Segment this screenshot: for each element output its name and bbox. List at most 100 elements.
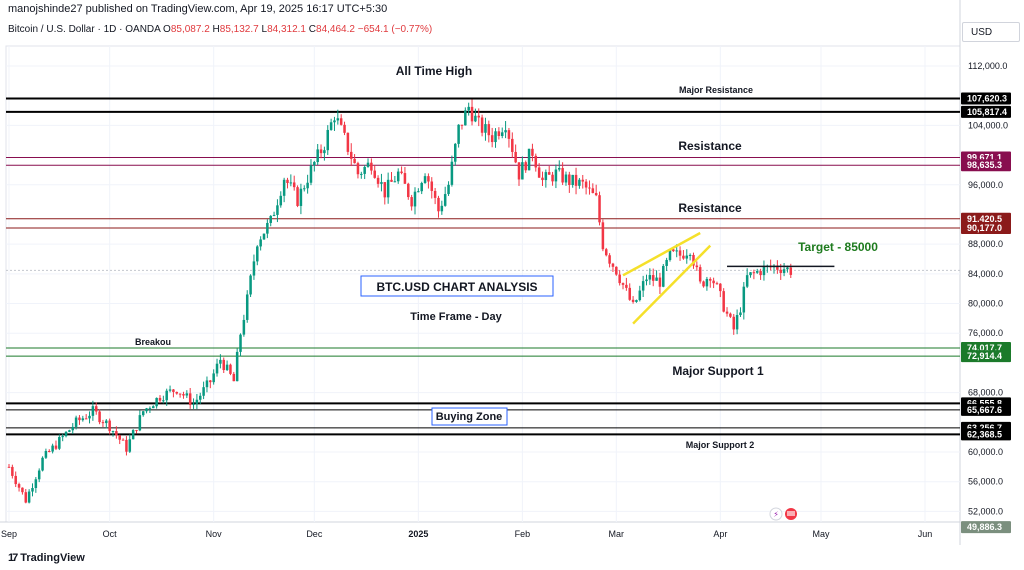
candle-body — [611, 263, 615, 267]
candle-body — [457, 124, 460, 144]
candle-body — [229, 364, 232, 374]
price-tick-label: 60,000.0 — [968, 447, 1003, 457]
candle-body — [155, 397, 158, 407]
high-label: H — [212, 24, 220, 35]
candle-body — [185, 393, 189, 396]
candle-body — [537, 167, 541, 178]
price-tag-label: 98,635.3 — [967, 160, 1002, 170]
buying-zone-box: Buying Zone — [431, 407, 508, 426]
candle-body — [470, 106, 474, 122]
price-tag-bg — [961, 221, 1011, 234]
price-tick-label: 56,000.0 — [968, 477, 1003, 487]
candle-body — [668, 249, 672, 260]
price-tick-label: 88,000.0 — [968, 239, 1003, 249]
time-tick-label: Nov — [206, 529, 223, 539]
candle-body — [417, 191, 420, 193]
candle-body — [343, 124, 346, 133]
candle-body — [564, 174, 568, 183]
candle-body — [779, 269, 782, 273]
price-tick-label: 112,000.0 — [968, 61, 1007, 71]
time-tick-label: Jun — [918, 529, 933, 539]
candle-body — [135, 430, 138, 432]
candle-body — [215, 363, 219, 374]
candle-body — [521, 162, 524, 180]
time-axis[interactable]: Sep Oct Nov Dec 2025 Feb Mar Apr May Jun — [1, 529, 932, 539]
candle-body — [74, 417, 78, 427]
candle-body — [682, 255, 685, 259]
candle-body — [407, 183, 410, 198]
candle-body — [286, 179, 289, 184]
candle-body — [84, 418, 88, 420]
candle-body — [299, 188, 303, 206]
candle-body — [776, 265, 779, 270]
candle-body — [262, 233, 266, 240]
title-box: BTC.USD CHART ANALYSIS — [360, 275, 554, 297]
candle-body — [178, 393, 182, 395]
candle-body — [584, 181, 588, 188]
candle-body — [386, 179, 390, 198]
price-tag-bg — [961, 105, 1011, 118]
candle-body — [695, 265, 699, 268]
candle-body — [511, 138, 514, 152]
candle-body — [578, 179, 581, 186]
candle-body — [71, 426, 75, 431]
candle-body — [782, 269, 786, 273]
price-tick-label: 96,000.0 — [968, 180, 1003, 190]
candle-body — [490, 135, 494, 143]
candle-body — [638, 290, 642, 301]
flag-icon-stripe — [787, 511, 795, 516]
candle-body — [574, 174, 578, 186]
level-price-tag: 72,914.4 — [961, 350, 1011, 363]
candle-body — [370, 162, 373, 171]
level-price-tag: 62,368.5 — [961, 428, 1011, 441]
candle-body — [443, 194, 447, 206]
candle-body — [105, 420, 108, 424]
price-tag-bg — [961, 212, 1011, 225]
price-tag-label: 91,420.5 — [967, 214, 1002, 224]
candle-body — [41, 457, 44, 471]
candle-body — [527, 148, 531, 171]
open-value: 85,087.2 — [170, 24, 210, 35]
candle-body — [172, 389, 175, 392]
price-tick-label: 68,000.0 — [968, 388, 1003, 398]
price-tag-label: 99,671.1 — [967, 153, 1002, 163]
candle-body — [447, 184, 450, 195]
candle-body — [61, 436, 64, 438]
candle-body — [78, 417, 81, 421]
anno-resistance-1: Resistance — [678, 139, 742, 153]
candle-body — [24, 492, 28, 503]
price-axis[interactable]: 112,000.0 104,000.0 96,000.0 88,000.0 84,000… — [968, 61, 1008, 516]
candle-body — [678, 250, 682, 256]
currency-selector[interactable]: USD — [962, 22, 1020, 42]
symbol-legend: Bitcoin / U.S. Dollar · 1D · OANDA O85,0… — [8, 24, 432, 35]
price-tag-bg — [961, 428, 1011, 441]
time-tick-label: May — [812, 529, 830, 539]
candle-body — [289, 182, 293, 184]
level-price-tag: 105,817.4 — [961, 105, 1011, 118]
price-tag-label: 66,555.8 — [967, 398, 1002, 408]
annotations: All Time High Major Resistance Resistance R… — [135, 64, 878, 450]
anno-resistance-2: Resistance — [678, 201, 742, 215]
candle-body — [400, 171, 403, 174]
candle-body — [598, 195, 601, 223]
price-tag-label: 105,817.4 — [967, 107, 1007, 117]
candle-body — [88, 415, 91, 419]
candle-body — [380, 182, 383, 184]
anno-major-resistance: Major Resistance — [679, 85, 753, 95]
candle-body — [662, 265, 665, 287]
anno-major-support-1: Major Support 1 — [672, 364, 764, 378]
candle-body — [594, 193, 598, 196]
candle-body — [739, 312, 742, 316]
candle-body — [551, 174, 554, 182]
candle-body — [702, 281, 705, 287]
candle-body — [306, 182, 309, 189]
title-box-frame — [360, 275, 554, 297]
candle-body — [276, 205, 279, 215]
candle-body — [356, 163, 360, 175]
candle-body — [413, 191, 417, 207]
candle-body — [742, 286, 746, 313]
candle-body — [648, 275, 652, 280]
candle-body — [474, 115, 477, 122]
candle-body — [759, 271, 762, 276]
